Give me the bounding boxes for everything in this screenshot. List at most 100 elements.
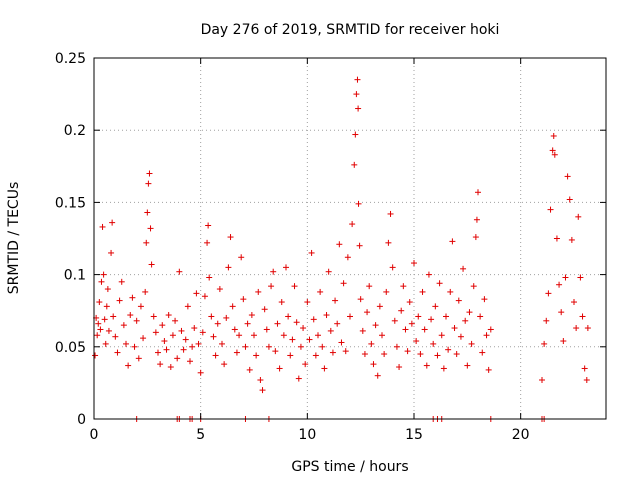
data-point xyxy=(261,306,268,313)
x-tick-label: 15 xyxy=(405,427,423,443)
data-point xyxy=(568,236,575,243)
data-point xyxy=(391,317,398,324)
data-point xyxy=(355,200,362,207)
data-point xyxy=(216,286,223,293)
data-point xyxy=(300,325,307,332)
data-point xyxy=(338,339,345,346)
data-point xyxy=(246,366,253,373)
data-point xyxy=(103,303,110,310)
data-point xyxy=(100,271,107,278)
data-point xyxy=(466,309,473,316)
data-point xyxy=(172,317,179,324)
data-point xyxy=(325,268,332,275)
data-point xyxy=(208,313,215,320)
data-point xyxy=(96,299,103,306)
data-point xyxy=(297,343,304,350)
data-point xyxy=(455,297,462,304)
tick-labels: 0 5 10 15 20 0 0.05 0.1 0.15 0.2 0.25 xyxy=(55,51,530,443)
data-point xyxy=(376,303,383,310)
data-point xyxy=(400,283,407,290)
data-point xyxy=(221,361,228,368)
data-point xyxy=(125,362,132,369)
data-point xyxy=(304,299,311,306)
data-point xyxy=(308,249,315,256)
data-point xyxy=(468,340,475,347)
data-point xyxy=(487,326,494,333)
data-point xyxy=(116,297,123,304)
data-point xyxy=(280,332,287,339)
data-point xyxy=(583,377,590,384)
data-point xyxy=(477,313,484,320)
data-point xyxy=(312,352,319,359)
data-point xyxy=(143,239,150,246)
data-point xyxy=(253,352,260,359)
data-point xyxy=(238,254,245,261)
data-point xyxy=(148,261,155,268)
data-point xyxy=(231,326,238,333)
data-point xyxy=(545,290,552,297)
data-point xyxy=(368,340,375,347)
data-point xyxy=(566,196,573,203)
data-point xyxy=(460,265,467,272)
data-point xyxy=(417,351,424,358)
data-point xyxy=(102,340,109,347)
data-point xyxy=(278,299,285,306)
data-point xyxy=(248,312,255,319)
data-point xyxy=(144,209,151,216)
data-point xyxy=(449,238,456,245)
data-point xyxy=(204,239,211,246)
data-point xyxy=(319,343,326,350)
data-point xyxy=(187,358,193,365)
data-point xyxy=(374,372,381,379)
data-point xyxy=(464,362,471,369)
data-point xyxy=(163,346,170,353)
data-point xyxy=(547,206,554,213)
data-point xyxy=(131,343,138,350)
y-tick-label: 0.25 xyxy=(55,51,86,67)
data-point xyxy=(105,327,112,334)
data-point xyxy=(483,332,490,339)
data-point xyxy=(229,303,236,310)
data-point xyxy=(336,241,343,248)
data-point xyxy=(174,355,181,362)
data-point xyxy=(145,180,152,187)
data-point xyxy=(385,239,392,246)
data-point xyxy=(470,283,477,290)
data-point xyxy=(94,332,101,339)
data-point xyxy=(104,286,111,293)
data-point xyxy=(327,327,334,334)
data-point xyxy=(541,340,548,347)
data-point xyxy=(108,249,115,256)
data-point xyxy=(571,299,577,306)
data-point xyxy=(573,325,580,332)
data-point xyxy=(398,307,405,314)
data-point xyxy=(146,170,153,177)
data-point xyxy=(169,332,176,339)
data-point xyxy=(347,313,353,320)
data-point xyxy=(147,225,154,232)
data-point xyxy=(233,349,240,356)
data-points xyxy=(92,76,591,422)
data-point xyxy=(270,268,277,275)
data-point xyxy=(201,293,208,300)
data-point xyxy=(182,336,189,343)
data-point xyxy=(372,322,379,329)
data-point xyxy=(425,271,432,278)
data-point xyxy=(577,274,584,281)
data-point xyxy=(287,352,294,359)
data-point xyxy=(473,216,480,223)
data-point xyxy=(157,361,164,368)
data-point xyxy=(302,361,309,368)
data-point xyxy=(481,296,488,303)
data-point xyxy=(165,312,172,319)
data-point xyxy=(112,333,119,340)
data-point xyxy=(127,312,134,319)
data-point xyxy=(321,365,328,372)
data-point xyxy=(558,309,565,316)
data-point xyxy=(242,343,249,350)
data-point xyxy=(396,364,403,371)
data-point xyxy=(95,320,102,327)
data-point xyxy=(315,332,321,339)
data-point xyxy=(411,260,417,267)
data-point xyxy=(408,320,415,327)
